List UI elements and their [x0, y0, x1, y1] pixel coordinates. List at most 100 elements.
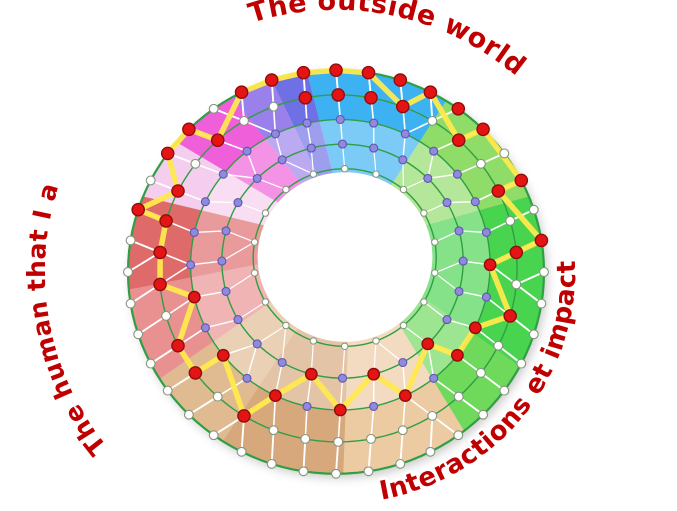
node[interactable]: [208, 103, 219, 114]
highlighted-node[interactable]: [268, 389, 282, 402]
highlighted-node[interactable]: [398, 389, 412, 402]
node[interactable]: [221, 226, 231, 236]
node[interactable]: [268, 425, 279, 436]
node[interactable]: [516, 358, 527, 369]
node[interactable]: [369, 143, 379, 153]
node[interactable]: [470, 197, 480, 207]
node[interactable]: [200, 323, 210, 333]
highlighted-node[interactable]: [153, 277, 167, 292]
highlighted-node[interactable]: [304, 367, 318, 381]
node[interactable]: [452, 169, 462, 179]
highlighted-node[interactable]: [159, 214, 173, 228]
highlighted-node[interactable]: [491, 184, 506, 198]
node[interactable]: [341, 165, 349, 173]
node[interactable]: [505, 215, 516, 226]
node[interactable]: [399, 185, 408, 194]
node[interactable]: [420, 298, 428, 306]
node[interactable]: [162, 385, 173, 396]
node[interactable]: [420, 209, 428, 217]
node[interactable]: [236, 446, 247, 457]
node[interactable]: [398, 155, 408, 165]
node[interactable]: [454, 226, 464, 236]
node[interactable]: [528, 204, 539, 215]
node[interactable]: [333, 436, 344, 447]
node[interactable]: [536, 298, 547, 309]
highlighted-node[interactable]: [421, 337, 435, 351]
highlighted-node[interactable]: [393, 73, 408, 87]
node[interactable]: [399, 321, 408, 330]
node[interactable]: [528, 329, 539, 340]
node[interactable]: [239, 115, 249, 126]
highlighted-node[interactable]: [451, 133, 466, 147]
highlighted-node[interactable]: [476, 122, 490, 137]
node[interactable]: [261, 298, 270, 306]
highlighted-node[interactable]: [450, 348, 464, 362]
node[interactable]: [212, 391, 223, 402]
highlighted-node[interactable]: [160, 146, 175, 161]
highlighted-node[interactable]: [451, 102, 466, 116]
node[interactable]: [250, 238, 259, 246]
highlighted-node[interactable]: [483, 258, 497, 272]
node[interactable]: [252, 339, 262, 349]
highlighted-node[interactable]: [153, 245, 167, 260]
node[interactable]: [200, 197, 210, 207]
highlighted-node[interactable]: [395, 99, 410, 114]
node[interactable]: [233, 315, 243, 325]
node[interactable]: [302, 118, 312, 128]
node[interactable]: [423, 173, 433, 183]
node[interactable]: [366, 433, 376, 444]
node[interactable]: [397, 425, 408, 436]
highlighted-node[interactable]: [329, 63, 343, 77]
node[interactable]: [429, 373, 439, 383]
node[interactable]: [429, 146, 439, 156]
highlighted-node[interactable]: [182, 122, 196, 137]
highlighted-node[interactable]: [131, 202, 145, 217]
node[interactable]: [499, 385, 510, 396]
highlighted-node[interactable]: [216, 348, 230, 362]
node[interactable]: [145, 175, 156, 186]
node[interactable]: [218, 169, 228, 179]
node[interactable]: [478, 409, 489, 420]
node[interactable]: [186, 260, 196, 270]
node[interactable]: [261, 209, 270, 217]
node[interactable]: [337, 373, 348, 383]
highlighted-node[interactable]: [296, 65, 311, 80]
node[interactable]: [266, 458, 277, 469]
highlighted-node[interactable]: [367, 367, 381, 381]
node[interactable]: [427, 410, 438, 421]
highlighted-node[interactable]: [509, 245, 524, 260]
node[interactable]: [268, 101, 279, 112]
highlighted-node[interactable]: [468, 321, 482, 335]
node[interactable]: [125, 235, 136, 246]
node[interactable]: [453, 391, 464, 402]
node[interactable]: [309, 170, 318, 178]
node[interactable]: [309, 337, 318, 345]
highlighted-node[interactable]: [188, 366, 203, 380]
node[interactable]: [125, 298, 136, 309]
highlighted-node[interactable]: [234, 85, 249, 99]
node[interactable]: [123, 267, 133, 277]
node[interactable]: [539, 267, 549, 277]
highlighted-node[interactable]: [503, 309, 518, 323]
highlighted-node[interactable]: [514, 173, 529, 188]
highlighted-node[interactable]: [534, 233, 549, 248]
node[interactable]: [427, 115, 438, 126]
node[interactable]: [335, 114, 345, 125]
node[interactable]: [458, 256, 468, 266]
node[interactable]: [298, 466, 309, 477]
node[interactable]: [431, 269, 439, 277]
highlighted-node[interactable]: [237, 409, 251, 423]
node[interactable]: [233, 198, 243, 208]
node[interactable]: [395, 458, 406, 469]
highlighted-node[interactable]: [333, 403, 347, 417]
highlighted-node[interactable]: [264, 73, 279, 87]
node[interactable]: [341, 342, 349, 350]
node[interactable]: [369, 118, 379, 128]
node[interactable]: [425, 446, 436, 457]
node[interactable]: [475, 367, 486, 378]
highlighted-node[interactable]: [171, 338, 185, 353]
node[interactable]: [363, 466, 374, 477]
node[interactable]: [242, 373, 252, 383]
node[interactable]: [453, 430, 464, 441]
node[interactable]: [499, 148, 510, 159]
